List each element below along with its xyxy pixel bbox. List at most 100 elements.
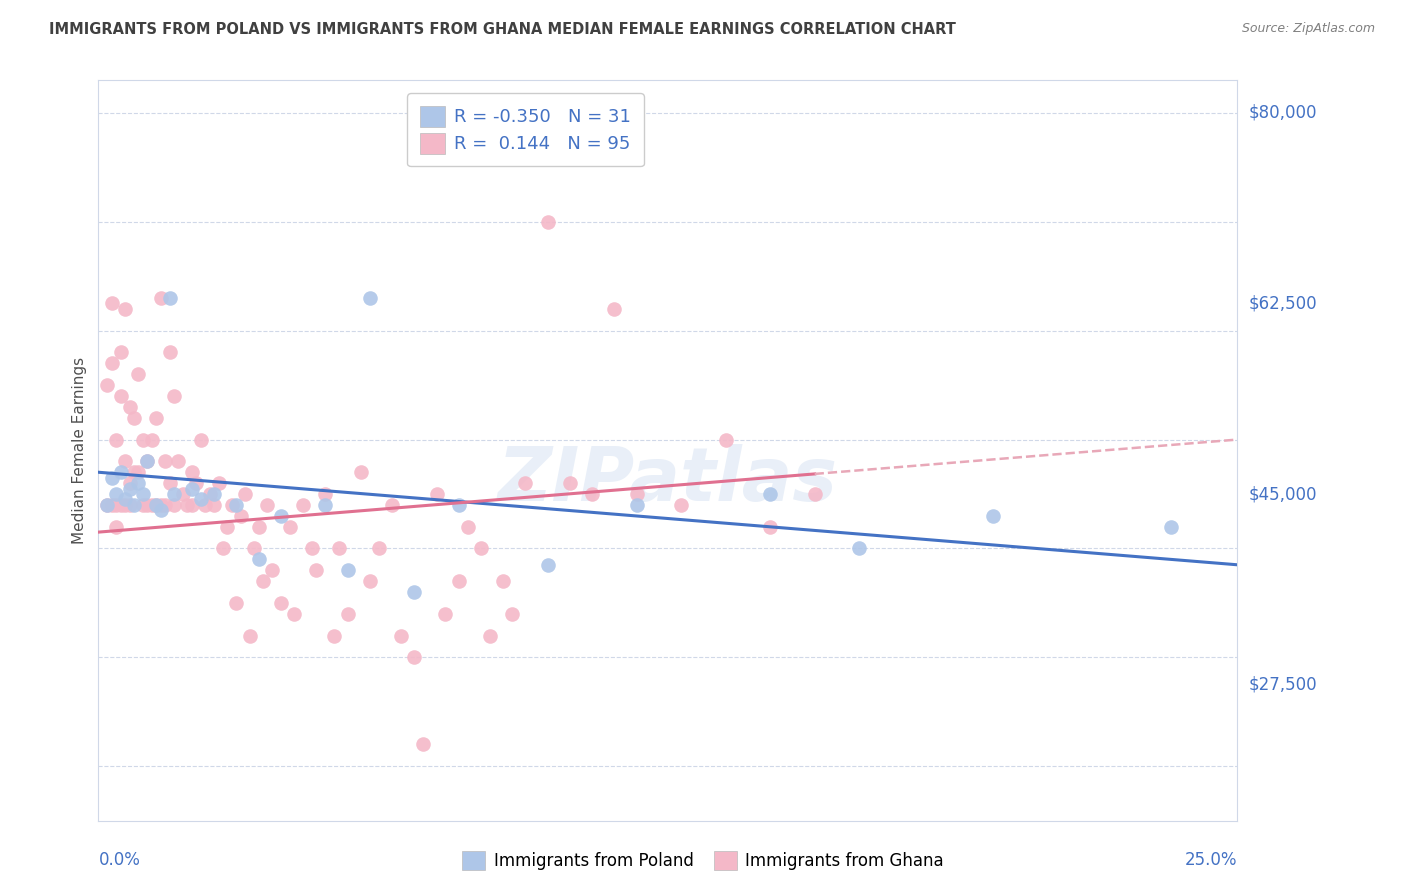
Point: [105, 487, 128, 501]
Point: [149, 498, 172, 512]
Point: [314, 498, 336, 512]
Point: [359, 574, 381, 588]
Point: [100, 498, 122, 512]
Point: [110, 498, 132, 512]
Point: [323, 628, 346, 642]
Point: [305, 563, 328, 577]
Legend: Immigrants from Poland, Immigrants from Ghana: Immigrants from Poland, Immigrants from …: [456, 844, 950, 877]
Point: [145, 498, 167, 512]
Point: [367, 541, 389, 556]
Text: 0.0%: 0.0%: [98, 851, 141, 869]
Point: [132, 498, 155, 512]
Point: [122, 410, 145, 425]
Point: [626, 498, 648, 512]
Point: [447, 498, 470, 512]
Point: [96, 378, 118, 392]
Point: [180, 498, 202, 512]
Point: [301, 541, 323, 556]
Point: [145, 410, 167, 425]
Point: [105, 498, 128, 512]
Point: [229, 508, 252, 523]
Point: [105, 519, 128, 533]
Point: [457, 519, 479, 533]
Point: [336, 563, 359, 577]
Point: [167, 454, 190, 468]
Point: [163, 487, 186, 501]
Point: [96, 498, 118, 512]
Point: [110, 345, 132, 359]
Point: [1160, 519, 1182, 533]
Point: [172, 487, 194, 501]
Point: [243, 541, 266, 556]
Point: [194, 498, 217, 512]
Point: [270, 508, 292, 523]
Point: [759, 487, 782, 501]
Point: [122, 498, 145, 512]
Text: $45,000: $45,000: [1249, 485, 1317, 503]
Point: [212, 541, 235, 556]
Point: [127, 368, 149, 382]
Point: [603, 301, 626, 316]
Point: [278, 519, 301, 533]
Point: [381, 498, 404, 512]
Point: [256, 498, 278, 512]
Point: [159, 476, 181, 491]
Point: [515, 476, 537, 491]
Point: [114, 498, 136, 512]
Point: [350, 465, 373, 479]
Point: [803, 487, 825, 501]
Y-axis label: Median Female Earnings: Median Female Earnings: [72, 357, 87, 544]
Point: [132, 487, 155, 501]
Point: [425, 487, 447, 501]
Point: [159, 345, 181, 359]
Point: [149, 291, 172, 305]
Point: [404, 585, 426, 599]
Point: [198, 487, 221, 501]
Point: [478, 628, 501, 642]
Point: [180, 465, 202, 479]
Point: [537, 558, 560, 572]
Point: [190, 433, 212, 447]
Point: [100, 471, 122, 485]
Point: [233, 487, 256, 501]
Point: [981, 508, 1004, 523]
Point: [202, 498, 225, 512]
Point: [105, 433, 128, 447]
Point: [141, 433, 163, 447]
Point: [260, 563, 283, 577]
Point: [118, 476, 141, 491]
Point: [328, 541, 350, 556]
Point: [110, 389, 132, 403]
Point: [537, 215, 560, 229]
Point: [100, 356, 122, 370]
Point: [247, 519, 270, 533]
Point: [714, 433, 737, 447]
Point: [122, 465, 145, 479]
Point: [314, 487, 336, 501]
Point: [558, 476, 581, 491]
Point: [239, 628, 262, 642]
Text: $27,500: $27,500: [1249, 675, 1317, 694]
Point: [221, 498, 243, 512]
Point: [159, 291, 181, 305]
Point: [470, 541, 492, 556]
Point: [153, 498, 176, 512]
Point: [180, 482, 202, 496]
Point: [96, 498, 118, 512]
Point: [270, 596, 292, 610]
Point: [434, 607, 457, 621]
Point: [132, 433, 155, 447]
Point: [501, 607, 523, 621]
Point: [669, 498, 692, 512]
Point: [145, 498, 167, 512]
Point: [217, 519, 239, 533]
Point: [447, 574, 470, 588]
Point: [581, 487, 603, 501]
Point: [283, 607, 305, 621]
Point: [136, 454, 159, 468]
Point: [149, 503, 172, 517]
Point: [848, 541, 870, 556]
Point: [225, 596, 247, 610]
Point: [114, 492, 136, 507]
Point: [336, 607, 359, 621]
